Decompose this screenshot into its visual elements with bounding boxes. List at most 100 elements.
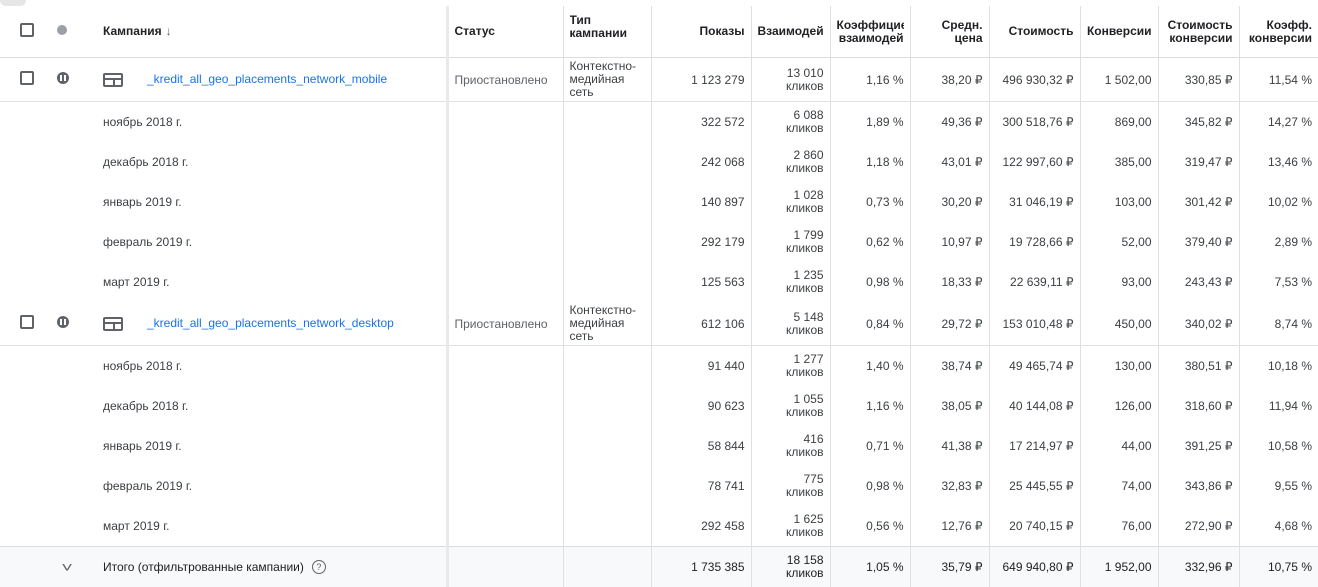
help-icon[interactable]: ? <box>312 560 326 574</box>
impressions-cell: 140 897 <box>651 182 751 222</box>
impressions-cell: 91 440 <box>651 346 751 387</box>
conversions-cell: 52,00 <box>1080 222 1158 262</box>
interactions-unit: кликов <box>758 446 824 459</box>
month-row: ноябрь 2018 г. 91 440 1 277 кликов 1,40 … <box>0 346 1318 387</box>
display-campaign-icon <box>103 317 123 331</box>
cost-cell: 122 997,60 ₽ <box>989 142 1080 182</box>
header-impressions[interactable]: Показы <box>651 6 751 58</box>
month-status-cell <box>447 386 563 426</box>
interactions-cell: 1 277 кликов <box>751 346 830 387</box>
impressions-cell: 612 106 <box>651 302 751 346</box>
interactions-cell: 775 кликов <box>751 466 830 506</box>
interactions-cell: 1 055 кликов <box>751 386 830 426</box>
header-conversions[interactable]: Конверсии <box>1080 6 1158 58</box>
interaction-rate-cell: 0,56 % <box>830 506 910 547</box>
total-interactions-unit: кликов <box>758 567 824 580</box>
cost-cell: 49 465,74 ₽ <box>989 346 1080 387</box>
cost-cell: 20 740,15 ₽ <box>989 506 1080 547</box>
cost-cell: 17 214,97 ₽ <box>989 426 1080 466</box>
conversion-rate-cell: 7,53 % <box>1239 262 1318 302</box>
interactions-cell: 2 860 кликов <box>751 142 830 182</box>
campaign-type-line3: сеть <box>570 330 645 343</box>
cost-per-conversion-cell: 318,60 ₽ <box>1158 386 1239 426</box>
interaction-rate-cell: 0,98 % <box>830 466 910 506</box>
conversion-rate-cell: 8,74 % <box>1239 302 1318 346</box>
month-row: ноябрь 2018 г. 322 572 6 088 кликов 1,89… <box>0 102 1318 143</box>
pause-icon[interactable] <box>57 316 69 328</box>
chevron-down-icon[interactable]: ˅ <box>61 559 72 575</box>
header-interaction-rate[interactable]: Коэффицие взаимодей <box>830 6 910 58</box>
header-cost[interactable]: Стоимость <box>989 6 1080 58</box>
avg-cost-cell: 43,01 ₽ <box>910 142 989 182</box>
interactions-unit: кликов <box>758 162 824 175</box>
conversions-cell: 93,00 <box>1080 262 1158 302</box>
header-rate-line2: взаимодей <box>837 32 904 45</box>
month-type-cell <box>563 142 651 182</box>
month-type-cell <box>563 466 651 506</box>
interactions-num: 2 860 <box>758 149 824 162</box>
interactions-num: 1 055 <box>758 393 824 406</box>
conversions-cell: 869,00 <box>1080 102 1158 143</box>
campaign-type: Контекстно- медийная сеть <box>563 58 651 102</box>
conversion-rate-cell: 4,68 % <box>1239 506 1318 547</box>
header-campaign[interactable]: Кампания↓ <box>93 6 447 58</box>
row-status-cell <box>47 302 93 346</box>
header-cr-line2: конверсии <box>1246 32 1313 45</box>
cost-cell: 22 639,11 ₽ <box>989 262 1080 302</box>
interactions-cell: 13 010 кликов <box>751 58 830 102</box>
avg-cost-cell: 12,76 ₽ <box>910 506 989 547</box>
select-all-checkbox[interactable] <box>20 23 34 37</box>
row-checkbox[interactable] <box>20 315 34 329</box>
header-avg-line2: цена <box>917 32 983 45</box>
cost-cell: 40 144,08 ₽ <box>989 386 1080 426</box>
campaign-name-link[interactable]: _kredit_all_geo_placements_network_mobil… <box>147 72 387 86</box>
interactions-unit: кликов <box>758 242 824 255</box>
interactions-unit: кликов <box>758 526 824 539</box>
month-status-cell <box>447 222 563 262</box>
header-cpc-line2: конверсии <box>1165 32 1233 45</box>
cost-per-conversion-cell: 391,25 ₽ <box>1158 426 1239 466</box>
header-cost-per-conversion[interactable]: Стоимость конверсии <box>1158 6 1239 58</box>
month-label: февраль 2019 г. <box>93 222 447 262</box>
conversion-rate-cell: 11,54 % <box>1239 58 1318 102</box>
interaction-rate-cell: 0,62 % <box>830 222 910 262</box>
avg-cost-cell: 30,20 ₽ <box>910 182 989 222</box>
pause-icon[interactable] <box>57 72 69 84</box>
month-empty-cell <box>0 466 47 506</box>
header-avg-cost[interactable]: Средн. цена <box>910 6 989 58</box>
campaign-name-cell: _kredit_all_geo_placements_network_deskt… <box>93 302 447 346</box>
interactions-unit: кликов <box>758 122 824 135</box>
interaction-rate-cell: 1,89 % <box>830 102 910 143</box>
avg-cost-cell: 38,20 ₽ <box>910 58 989 102</box>
month-row: март 2019 г. 292 458 1 625 кликов 0,56 %… <box>0 506 1318 547</box>
month-status-cell <box>447 182 563 222</box>
interaction-rate-cell: 0,73 % <box>830 182 910 222</box>
campaign-name-link[interactable]: _kredit_all_geo_placements_network_deskt… <box>147 316 394 330</box>
month-label: декабрь 2018 г. <box>93 142 447 182</box>
month-row: январь 2019 г. 58 844 416 кликов 0,71 % … <box>0 426 1318 466</box>
cost-per-conversion-cell: 301,42 ₽ <box>1158 182 1239 222</box>
interactions-num: 1 625 <box>758 513 824 526</box>
total-label: Итого (отфильтрованные кампании) <box>103 560 304 574</box>
avg-cost-cell: 38,74 ₽ <box>910 346 989 387</box>
header-conversion-rate[interactable]: Коэфф. конверсии <box>1239 6 1318 58</box>
campaign-type-line2: медийная <box>570 317 645 330</box>
campaign-status: Приостановлено <box>447 302 563 346</box>
header-campaign-type[interactable]: Тип кампании <box>563 6 651 58</box>
header-type-line1: Тип <box>570 14 645 27</box>
arrow-down-icon[interactable]: ↓ <box>166 24 172 38</box>
conversion-rate-cell: 2,89 % <box>1239 222 1318 262</box>
impressions-cell: 1 123 279 <box>651 58 751 102</box>
interaction-rate-cell: 1,18 % <box>830 142 910 182</box>
header-status[interactable]: Статус <box>447 6 563 58</box>
impressions-cell: 292 458 <box>651 506 751 547</box>
conversions-cell: 74,00 <box>1080 466 1158 506</box>
month-status-cell <box>447 426 563 466</box>
month-empty-cell <box>0 222 47 262</box>
select-all-cell <box>0 6 47 58</box>
month-empty-cell <box>47 466 93 506</box>
header-interactions[interactable]: Взаимодей <box>751 6 830 58</box>
row-checkbox[interactable] <box>20 71 34 85</box>
month-empty-cell <box>0 262 47 302</box>
month-row: февраль 2019 г. 78 741 775 кликов 0,98 %… <box>0 466 1318 506</box>
